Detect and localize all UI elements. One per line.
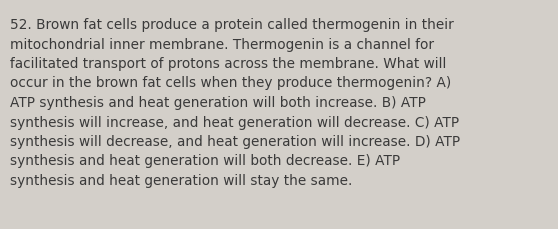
Text: 52. Brown fat cells produce a protein called thermogenin in their
mitochondrial : 52. Brown fat cells produce a protein ca… xyxy=(10,18,460,187)
